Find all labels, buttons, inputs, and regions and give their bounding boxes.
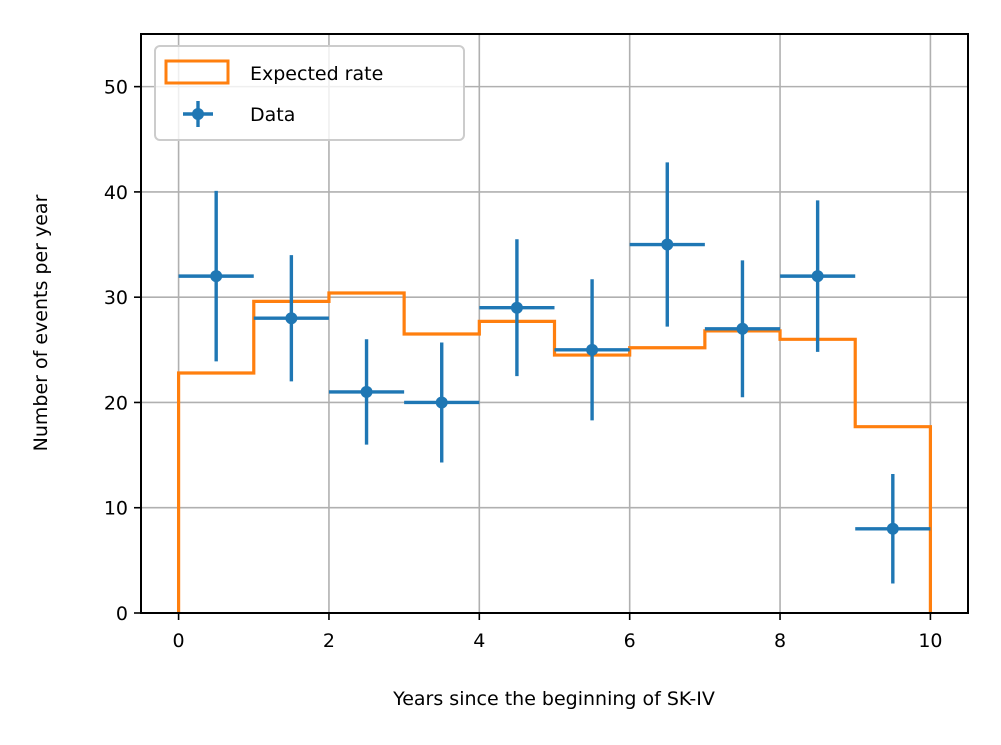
data-point-marker	[210, 270, 223, 283]
y-tick-label: 50	[104, 77, 128, 99]
legend: Expected rate Data	[154, 45, 465, 141]
data-point-group	[780, 200, 856, 352]
data-point-marker	[285, 312, 298, 325]
data-point-marker	[811, 270, 824, 283]
legend-data-label: Data	[250, 104, 295, 126]
data-point-marker	[586, 343, 599, 356]
y-axis-title: Number of events per year	[30, 194, 52, 451]
data-point-group	[253, 255, 329, 382]
y-tick-label: 0	[116, 603, 128, 625]
data-point-group	[178, 190, 254, 362]
legend-expected-rate-label: Expected rate	[250, 63, 383, 85]
plot-frame	[140, 33, 969, 614]
x-tick-label: 10	[918, 630, 942, 652]
data-point-marker	[360, 385, 373, 398]
data-point-marker	[435, 396, 448, 409]
x-tick-label: 8	[774, 630, 786, 652]
data-point-marker	[510, 301, 523, 314]
legend-data-dot	[192, 108, 204, 120]
x-tick-label: 4	[473, 630, 485, 652]
x-tick-label: 0	[173, 630, 185, 652]
legend-expected-rate-swatch	[164, 59, 230, 85]
data-point-group	[404, 342, 480, 463]
data-point-group	[704, 260, 781, 398]
data-point-marker	[886, 522, 899, 535]
data-point-group	[479, 239, 555, 377]
x-tick-label: 2	[323, 630, 335, 652]
axis-ticks	[134, 85, 932, 620]
legend-data-marker	[183, 101, 213, 127]
data-point-marker	[736, 322, 749, 335]
y-tick-label: 30	[104, 287, 128, 309]
y-tick-label: 20	[104, 392, 128, 414]
y-tick-label: 10	[104, 498, 128, 520]
legend-box	[154, 45, 465, 141]
y-tick-label: 40	[104, 182, 128, 204]
data-point-group	[328, 339, 405, 445]
x-tick-label: 6	[624, 630, 636, 652]
data-series	[178, 162, 931, 584]
data-point-group	[554, 279, 630, 421]
data-point-group	[855, 474, 931, 584]
x-axis-title: Years since the beginning of SK-IV	[392, 688, 715, 710]
tick-labels: 0 2 4 6 8 10 0 10 20 30 40 50	[104, 77, 943, 652]
data-point-marker	[661, 238, 674, 251]
data-point-group	[629, 162, 705, 327]
